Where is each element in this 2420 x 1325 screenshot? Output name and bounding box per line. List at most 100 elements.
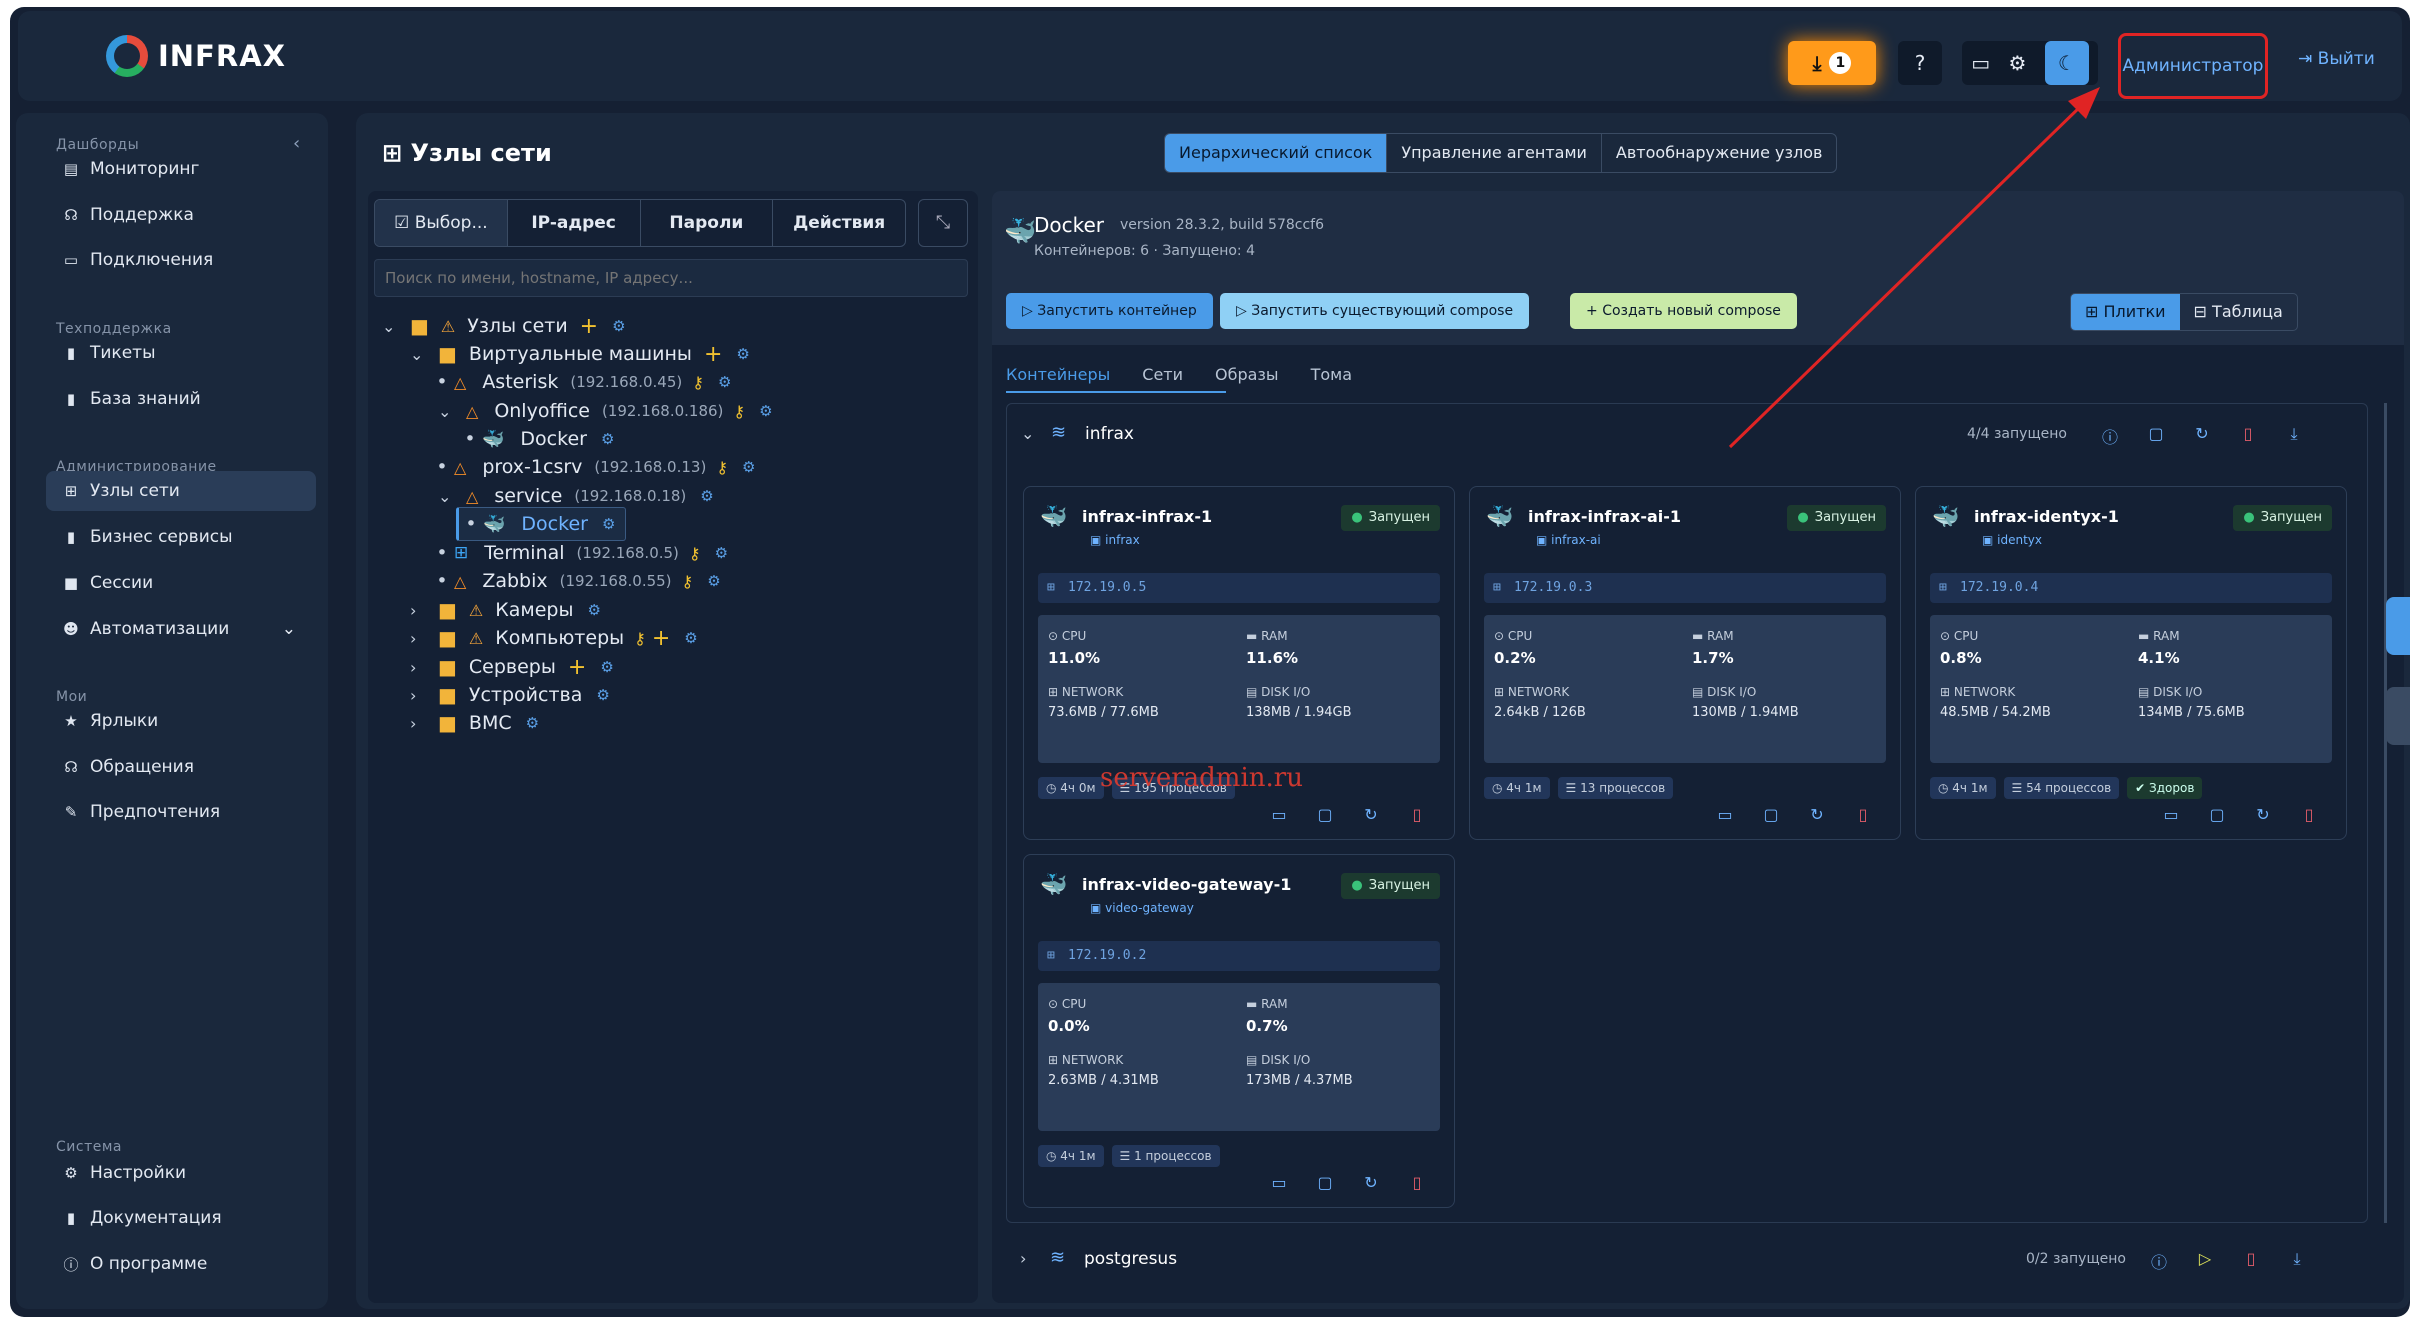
- chevron-right-icon: ›: [410, 685, 417, 705]
- tree-node-terminal[interactable]: • ⊞ Terminal (192.168.0.5) ⚷ ⚙: [436, 542, 729, 564]
- tab-containers[interactable]: Контейнеры: [1006, 365, 1111, 384]
- collapse-sidebar-icon[interactable]: ‹: [293, 133, 301, 154]
- sidebar-item-settings[interactable]: ⚙ Настройки: [46, 1153, 316, 1193]
- trash-icon[interactable]: ▯: [1858, 805, 1868, 824]
- sidebar-item-knowledge[interactable]: ▮ База знаний: [46, 379, 316, 419]
- wrench-icon: ✎: [64, 803, 78, 821]
- console-icon[interactable]: ▭: [1271, 805, 1287, 824]
- stop-icon[interactable]: ▢: [1317, 1173, 1333, 1192]
- tree-node-devices[interactable]: › ■ Устройства ⚙: [410, 683, 610, 707]
- select-button[interactable]: ☑ Выбор...: [375, 200, 508, 246]
- headset-icon: ☊: [64, 758, 78, 776]
- power-tab[interactable]: [2386, 687, 2410, 745]
- stop-icon[interactable]: ▢: [1317, 805, 1333, 824]
- run-compose-button[interactable]: ▷ Запустить существующий compose: [1220, 293, 1530, 329]
- tab-agents[interactable]: Управление агентами: [1387, 134, 1602, 172]
- disk-label: ▤ DISK I/O: [1246, 1053, 1311, 1067]
- stack-actions: ⓘ ▢ ↻ ▯ ⤓: [2087, 424, 2317, 448]
- passwords-button[interactable]: Пароли: [641, 200, 774, 246]
- sidebar-item-monitoring[interactable]: ▤ Мониторинг: [46, 149, 316, 189]
- tab-images[interactable]: Образы: [1215, 365, 1279, 384]
- status-badge: Запущен: [1787, 505, 1886, 531]
- container-network: ▣ identyx: [1982, 533, 2043, 547]
- tree-node-cameras[interactable]: › ■ ⚠ Камеры ⚙: [410, 598, 601, 622]
- logout-button[interactable]: ⇥ Выйти: [2298, 49, 2375, 69]
- side-drawer-tab[interactable]: [2386, 597, 2410, 655]
- sidebar-item-docs[interactable]: ▮ Документация: [46, 1198, 316, 1238]
- process-chip: ☰ 13 процессов: [1557, 777, 1674, 799]
- tiles-view-button[interactable]: ⊞ Плитки: [2071, 294, 2180, 330]
- ip-address-button[interactable]: IP-адрес: [508, 200, 641, 246]
- info-icon[interactable]: ⓘ: [2101, 428, 2118, 447]
- sidebar-item-preferences[interactable]: ✎ Предпочтения: [46, 792, 316, 832]
- tab-networks[interactable]: Сети: [1142, 365, 1183, 384]
- trash-icon[interactable]: ▯: [2246, 1249, 2256, 1268]
- admin-user-link[interactable]: Администратор: [2118, 33, 2268, 99]
- stack-header[interactable]: ⌄ ≋ infrax 4/4 запущено ⓘ ▢ ↻ ▯ ⤓: [1007, 404, 2367, 464]
- restart-icon[interactable]: ↻: [2256, 805, 2270, 824]
- sidebar-item-sessions[interactable]: ■ Сессии: [46, 563, 316, 603]
- sidebar-item-support[interactable]: ☊ Поддержка: [46, 195, 316, 235]
- console-icon[interactable]: ▭: [2163, 805, 2179, 824]
- stop-icon[interactable]: ▢: [2209, 805, 2225, 824]
- sidebar-item-tickets[interactable]: ▮ Тикеты: [46, 333, 316, 373]
- console-icon[interactable]: ▭: [1271, 1173, 1287, 1192]
- sidebar-item-connections[interactable]: ▭ Подключения: [46, 240, 316, 280]
- info-icon[interactable]: ⓘ: [2150, 1253, 2167, 1272]
- scrollbar[interactable]: [2384, 403, 2387, 1223]
- new-compose-button[interactable]: + Создать новый compose: [1570, 293, 1797, 329]
- tree-node-onlyoffice[interactable]: ⌄ △ Onlyoffice (192.168.0.186) ⚷ ⚙: [438, 400, 773, 422]
- play-icon[interactable]: ▷: [2198, 1249, 2212, 1268]
- sidebar-item-business[interactable]: ▮ Бизнес сервисы: [46, 517, 316, 557]
- restart-icon[interactable]: ↻: [1364, 805, 1378, 824]
- monitor-icon: ▭: [63, 251, 79, 269]
- gear-icon[interactable]: ⚙: [2008, 51, 2027, 75]
- sidebar-item-requests[interactable]: ☊ Обращения: [46, 747, 316, 787]
- sidebar-item-network-nodes[interactable]: ⊞ Узлы сети: [46, 471, 316, 511]
- monitor-icon[interactable]: ▭: [1971, 51, 1991, 75]
- moon-icon[interactable]: ☾: [2044, 41, 2089, 85]
- tree-node-vms[interactable]: ⌄ ■ Виртуальные машины + ⚙: [410, 341, 750, 367]
- tab-hierarchy[interactable]: Иерархический список: [1165, 134, 1388, 172]
- stop-icon[interactable]: ▢: [2148, 424, 2164, 443]
- table-view-button[interactable]: ⊟ Таблица: [2193, 302, 2283, 321]
- tree-node-asterisk[interactable]: • △ Asterisk (192.168.0.45) ⚷ ⚙: [436, 371, 732, 393]
- restart-icon[interactable]: ↻: [2195, 424, 2209, 443]
- tree-node-zabbix[interactable]: • △ Zabbix (192.168.0.55) ⚷ ⚙: [436, 570, 721, 592]
- tree-search-input[interactable]: [374, 259, 968, 297]
- tree-node-bmc[interactable]: › ■ BMC ⚙: [410, 711, 540, 735]
- run-container-button[interactable]: ▷ Запустить контейнер: [1006, 293, 1213, 329]
- trash-icon[interactable]: ▯: [1412, 805, 1422, 824]
- container-actions: ▭ ▢ ↻ ▯: [1256, 1173, 1440, 1192]
- cube-icon: ▣: [1090, 533, 1106, 547]
- tab-volumes[interactable]: Тома: [1310, 365, 1352, 384]
- tree-node-root[interactable]: ⌄ ■ ⚠ Узлы сети + ⚙: [382, 313, 626, 339]
- expand-collapse-icon[interactable]: ⤡: [918, 199, 968, 247]
- tree-node-servers[interactable]: › ■ Серверы + ⚙: [410, 654, 614, 680]
- ram-value: 0.7%: [1246, 1017, 1288, 1035]
- download-icon[interactable]: ⤓: [2293, 1249, 2301, 1268]
- downloads-button[interactable]: ⤓ 1: [1788, 41, 1876, 85]
- trash-icon[interactable]: ▯: [2304, 805, 2314, 824]
- sidebar-item-about[interactable]: ⓘ О программе: [46, 1244, 316, 1284]
- sidebar-item-shortcuts[interactable]: ★ Ярлыки: [46, 701, 316, 741]
- tree-node-docker[interactable]: • 🐳 Docker ⚙: [464, 428, 615, 450]
- sidebar-item-automation[interactable]: ☻ Автоматизации ⌄: [46, 609, 316, 649]
- trash-icon[interactable]: ▯: [1412, 1173, 1422, 1192]
- console-icon[interactable]: ▭: [1717, 805, 1733, 824]
- help-button[interactable]: ?: [1898, 41, 1942, 85]
- restart-icon[interactable]: ↻: [1810, 805, 1824, 824]
- tab-discovery[interactable]: Автообнаружение узлов: [1615, 143, 1823, 162]
- trash-icon[interactable]: ▯: [2243, 424, 2253, 443]
- sidebar: ‹ Дашборды ▤ Мониторинг ☊ Поддержка ▭ Подкл…: [16, 113, 328, 1309]
- tree-node-service[interactable]: ⌄ △ service (192.168.0.18) ⚙: [438, 485, 714, 507]
- tree-node-computers[interactable]: › ■ ⚠ Компьютеры ⚷ + ⚙: [410, 625, 698, 651]
- grid-icon: ⊞: [2085, 302, 2104, 321]
- restart-icon[interactable]: ↻: [1364, 1173, 1378, 1192]
- tree-node-prox[interactable]: • △ prox-1csrv (192.168.0.13) ⚷ ⚙: [436, 456, 756, 478]
- stack-postgresus[interactable]: › ≋ postgresus 0/2 запущено ⓘ ▷ ▯ ⤓: [1006, 1231, 2368, 1303]
- tree-node-docker-selected[interactable]: • 🐳 Docker ⚙: [456, 507, 627, 541]
- download-icon[interactable]: ⤓: [2290, 424, 2298, 443]
- actions-button[interactable]: Действия: [793, 213, 886, 233]
- stop-icon[interactable]: ▢: [1763, 805, 1779, 824]
